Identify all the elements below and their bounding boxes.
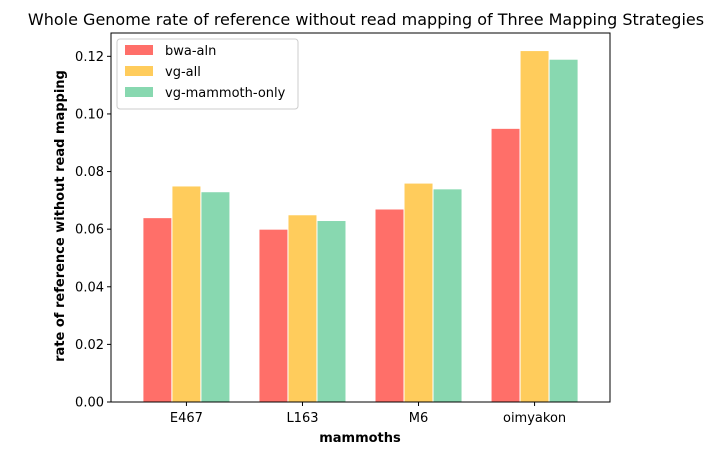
x-axis: E467 L163 M6 oimyakon [170,402,566,426]
legend-label-vg-mammoth-only: vg-mammoth-only [165,86,286,101]
x-axis-label: mammoths [319,431,401,446]
y-tick-label: 0.10 [75,107,104,122]
y-tick-label: 0.00 [75,396,104,411]
bar-bwa-aln-E467 [142,217,173,403]
x-tick-label: oimyakon [503,411,566,426]
y-tick-label: 0.06 [75,223,104,238]
x-tick-label: E467 [170,411,203,426]
bar-bwa-aln-M6 [374,208,405,403]
y-tick-label: 0.02 [75,338,104,353]
chart-title: Whole Genome rate of reference without r… [28,10,704,29]
bar-vg-all-E467 [171,185,202,403]
bars-layer [142,50,579,403]
y-tick-label: 0.04 [75,280,104,295]
x-tick-label: L163 [286,411,318,426]
x-tick-label: M6 [409,411,429,426]
bar-vg-all-M6 [403,182,434,403]
bar-vg-all-L163 [287,214,318,403]
bar-vg-all-oimyakon [519,50,550,403]
y-axis-label: rate of reference without read mapping [53,70,68,362]
legend-swatch-bwa-aln [125,45,153,55]
bar-bwa-aln-oimyakon [490,127,521,403]
y-tick-label: 0.12 [75,50,104,65]
legend-label-vg-all: vg-all [165,65,201,80]
legend: bwa-aln vg-all vg-mammoth-only [116,38,299,110]
bar-bwa-aln-L163 [258,228,289,403]
legend-swatch-vg-mammoth-only [125,87,153,97]
legend-box [116,38,299,110]
legend-swatch-vg-all [125,66,153,76]
legend-label-bwa-aln: bwa-aln [165,44,216,59]
plot-frame [110,32,611,403]
y-axis: 0.00 0.02 0.04 0.06 0.08 0.10 0.12 [75,50,111,411]
y-tick-label: 0.08 [75,165,104,180]
bar-vg-mammoth-only-oimyakon [548,58,579,403]
bar-vg-mammoth-only-E467 [200,191,231,403]
bar-vg-mammoth-only-L163 [316,220,347,403]
bar-vg-mammoth-only-M6 [432,188,463,403]
